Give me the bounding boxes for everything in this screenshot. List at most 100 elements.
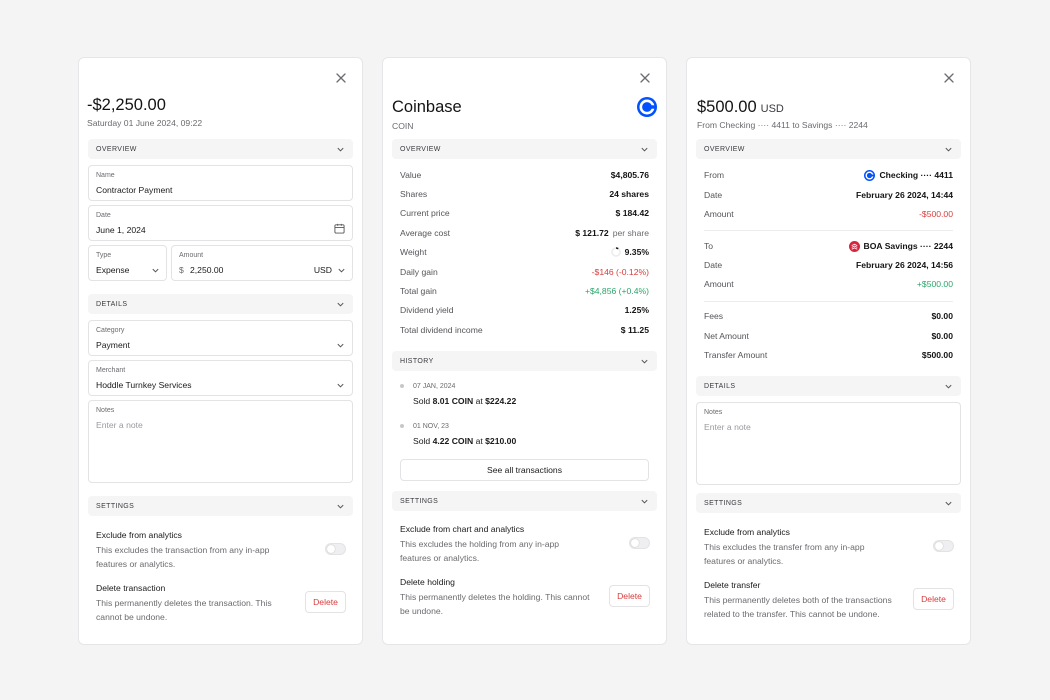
details-section-header[interactable]: DETAILS bbox=[696, 376, 961, 396]
history-quantity: 4.22 COIN bbox=[432, 436, 474, 446]
history-price: $224.22 bbox=[485, 396, 517, 406]
settings-label: SETTINGS bbox=[400, 497, 439, 505]
dividend-yield-row: Dividend yield 1.25% bbox=[400, 303, 649, 317]
average-cost-cell: $ 121.72 per share bbox=[575, 228, 649, 238]
close-icon[interactable] bbox=[942, 71, 956, 85]
transfer-route: From Checking ···· 4411 to Savings ···· … bbox=[697, 120, 868, 130]
exclude-toggle[interactable] bbox=[325, 543, 346, 555]
weight-row: Weight 9.35% bbox=[400, 245, 649, 259]
chevron-down-icon bbox=[945, 501, 952, 506]
boa-bank-icon bbox=[848, 240, 860, 252]
category-value: Payment bbox=[96, 340, 130, 350]
from-date-value: February 26 2024, 14:44 bbox=[856, 190, 953, 200]
currency-symbol: $ bbox=[179, 265, 184, 275]
transaction-amount: -$2,250.00 bbox=[87, 96, 166, 114]
overview-label: OVERVIEW bbox=[96, 145, 137, 153]
merchant-select[interactable]: Merchant Hoddle Turnkey Services bbox=[88, 360, 353, 396]
average-cost-value: $ 121.72 bbox=[575, 228, 609, 238]
merchant-label: Merchant bbox=[96, 367, 126, 374]
overview-section-header[interactable]: OVERVIEW bbox=[88, 139, 353, 159]
settings-section-header[interactable]: SETTINGS bbox=[392, 491, 657, 511]
currency-select[interactable]: USD bbox=[313, 265, 332, 275]
from-amount-value: -$500.00 bbox=[919, 209, 953, 219]
calendar-icon[interactable] bbox=[334, 223, 345, 234]
weight-cell: 9.35% bbox=[610, 247, 649, 257]
transfer-amount-row: Transfer Amount $500.00 bbox=[704, 348, 953, 362]
delete-button[interactable]: Delete bbox=[305, 591, 346, 613]
date-label: Date bbox=[96, 212, 111, 219]
close-icon[interactable] bbox=[334, 71, 348, 85]
delete-button[interactable]: Delete bbox=[913, 588, 954, 610]
divider bbox=[704, 301, 953, 302]
transfer-amount-value: $500.00 bbox=[921, 350, 953, 360]
history-item[interactable]: Sold 8.01 COIN at $224.22 bbox=[413, 396, 516, 406]
checking-bank-icon bbox=[864, 169, 876, 181]
history-dot bbox=[400, 424, 404, 428]
type-label: Type bbox=[96, 252, 112, 259]
history-dot bbox=[400, 384, 404, 388]
notes-textarea[interactable]: Notes Enter a note bbox=[88, 400, 353, 483]
divider bbox=[704, 230, 953, 231]
value-value: $4,805.76 bbox=[610, 170, 649, 180]
total-gain-row: Total gain +$4,856 (+0.4%) bbox=[400, 284, 649, 298]
to-date-key: Date bbox=[704, 260, 723, 270]
history-action: Sold bbox=[413, 436, 431, 446]
chevron-down-icon bbox=[945, 384, 952, 389]
notes-textarea[interactable]: Notes Enter a note bbox=[696, 402, 961, 485]
see-all-transactions-button[interactable]: See all transactions bbox=[400, 459, 649, 481]
exclude-toggle[interactable] bbox=[933, 540, 954, 552]
net-amount-value: $0.00 bbox=[931, 331, 953, 341]
chevron-down-icon bbox=[945, 147, 952, 152]
exclude-title: Exclude from analytics bbox=[96, 530, 182, 540]
transfer-panel: $500.00 USD From Checking ···· 4411 to S… bbox=[686, 57, 971, 645]
settings-section-header[interactable]: SETTINGS bbox=[88, 496, 353, 516]
daily-gain-value: -$146 (-0.12%) bbox=[591, 267, 649, 277]
notes-placeholder: Enter a note bbox=[704, 422, 751, 432]
amount-field[interactable]: Amount $ 2,250.00 USD bbox=[171, 245, 353, 281]
current-price-value: $ 184.42 bbox=[615, 208, 649, 218]
delete-button[interactable]: Delete bbox=[609, 585, 650, 607]
from-key: From bbox=[704, 170, 725, 180]
category-select[interactable]: Category Payment bbox=[88, 320, 353, 356]
weight-value: 9.35% bbox=[624, 247, 649, 257]
exclude-description: This excludes the holding from any in-ap… bbox=[400, 539, 560, 563]
history-label: HISTORY bbox=[400, 357, 434, 365]
overview-section-header[interactable]: OVERVIEW bbox=[696, 139, 961, 159]
amount-label: Amount bbox=[179, 252, 204, 259]
date-field[interactable]: Date June 1, 2024 bbox=[88, 205, 353, 241]
net-amount-key: Net Amount bbox=[704, 331, 749, 341]
name-field[interactable]: Name Contractor Payment bbox=[88, 165, 353, 201]
category-label: Category bbox=[96, 327, 125, 334]
chevron-down-icon bbox=[337, 383, 344, 388]
name-label: Name bbox=[96, 172, 115, 179]
close-icon[interactable] bbox=[638, 71, 652, 85]
history-item[interactable]: Sold 4.22 COIN at $210.00 bbox=[413, 436, 516, 446]
overview-section-header[interactable]: OVERVIEW bbox=[392, 139, 657, 159]
delete-description: This permanently deletes the transaction… bbox=[96, 598, 272, 622]
delete-title: Delete transaction bbox=[96, 583, 166, 593]
weight-key: Weight bbox=[400, 247, 427, 257]
daily-gain-row: Daily gain -$146 (-0.12%) bbox=[400, 265, 649, 279]
coinbase-logo-icon bbox=[637, 97, 657, 117]
dividend-yield-value: 1.25% bbox=[624, 305, 649, 315]
notes-placeholder: Enter a note bbox=[96, 420, 143, 430]
type-select[interactable]: Type Expense bbox=[88, 245, 167, 281]
exclude-toggle[interactable] bbox=[629, 537, 650, 549]
overview-label: OVERVIEW bbox=[704, 145, 745, 153]
exclude-description: This excludes the transaction from any i… bbox=[96, 545, 270, 569]
holding-panel: Coinbase COIN OVERVIEW Value $4,805.76 S… bbox=[382, 57, 667, 645]
daily-gain-key: Daily gain bbox=[400, 267, 438, 277]
holding-name: Coinbase bbox=[392, 98, 462, 116]
settings-section-header[interactable]: SETTINGS bbox=[696, 493, 961, 513]
history-section-header[interactable]: HISTORY bbox=[392, 351, 657, 371]
details-section-header[interactable]: DETAILS bbox=[88, 294, 353, 314]
fees-key: Fees bbox=[704, 311, 724, 321]
chevron-down-icon bbox=[337, 147, 344, 152]
chevron-down-icon bbox=[337, 343, 344, 348]
from-row: From Checking ···· 4411 bbox=[704, 168, 953, 182]
chevron-down-icon bbox=[641, 359, 648, 364]
weight-pie-icon bbox=[610, 247, 621, 257]
to-date-value: February 26 2024, 14:56 bbox=[856, 260, 953, 270]
transfer-amount: $500.00 bbox=[697, 98, 757, 116]
chevron-down-icon bbox=[152, 268, 159, 273]
